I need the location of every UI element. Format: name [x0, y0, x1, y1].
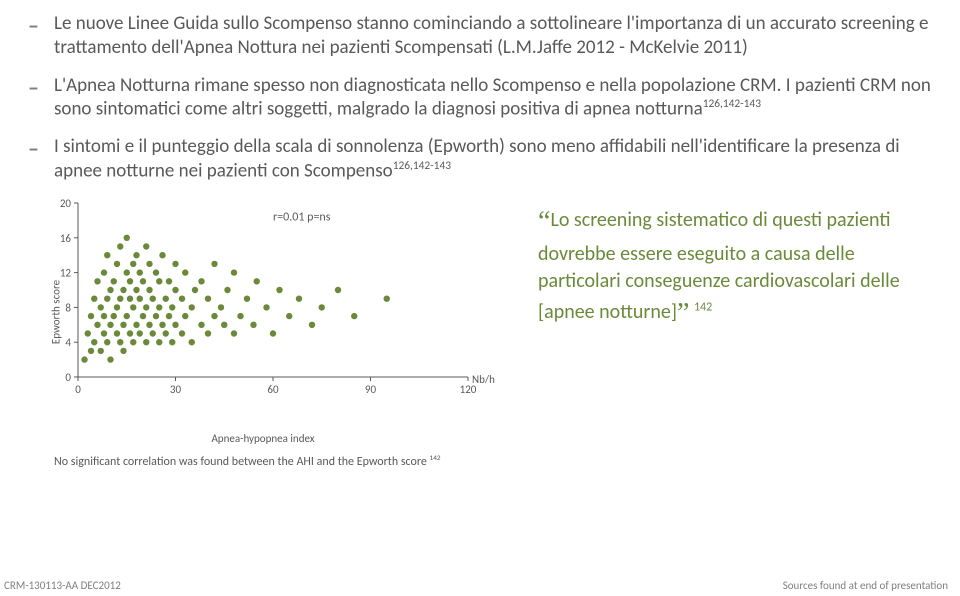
- caption-text: No significant correlation was found bet…: [54, 455, 430, 469]
- bullet-list: Le nuove Linee Guida sullo Scompenso sta…: [28, 12, 932, 183]
- bullet-text: Le nuove Linee Guida sullo Scompenso sta…: [54, 12, 928, 59]
- svg-text:20: 20: [60, 197, 72, 210]
- chart-caption: No significant correlation was found bet…: [54, 453, 518, 469]
- citation-sup: 126,142-143: [393, 159, 451, 173]
- bullet-text: I sintomi e il punteggio della scala di …: [54, 135, 900, 182]
- caption-sup: 142: [430, 453, 441, 462]
- quote-block: “Lo screening sistematico di questi pazi…: [538, 203, 932, 333]
- scatter-svg: 0481216200306090120Nb/hr=0.01 p=ns: [54, 197, 474, 397]
- citation-sup: 126,142-143: [703, 97, 761, 111]
- close-quote-icon: ”: [677, 298, 689, 329]
- scatter-chart: Epworth score 0481216200306090120Nb/hr=0…: [28, 197, 518, 469]
- svg-text:4: 4: [65, 336, 71, 349]
- svg-text:12: 12: [60, 267, 72, 280]
- bullet-item: Le nuove Linee Guida sullo Scompenso sta…: [28, 12, 932, 60]
- svg-text:r=0.01 p=ns: r=0.01 p=ns: [273, 211, 331, 225]
- x-axis-label: Apnea-hypopnea index: [211, 432, 314, 445]
- svg-text:0: 0: [75, 383, 81, 396]
- bullet-item: I sintomi e il punteggio della scala di …: [28, 135, 932, 183]
- bullet-text: L'Apnea Notturna rimane spesso non diagn…: [54, 74, 931, 121]
- footer-right: Sources found at end of presentation: [783, 579, 948, 592]
- svg-text:Nb/h: Nb/h: [472, 373, 495, 386]
- svg-text:90: 90: [365, 383, 377, 396]
- bullet-item: L'Apnea Notturna rimane spesso non diagn…: [28, 74, 932, 122]
- quote-sup: 142: [694, 300, 712, 314]
- footer-left: CRM-130113-AA DEC2012: [4, 579, 121, 592]
- svg-text:60: 60: [267, 383, 279, 396]
- svg-text:8: 8: [65, 302, 71, 315]
- svg-text:30: 30: [170, 383, 182, 396]
- svg-text:16: 16: [60, 232, 72, 245]
- svg-text:0: 0: [65, 371, 71, 384]
- quote-text: Lo screening sistematico di questi pazie…: [538, 208, 900, 324]
- open-quote-icon: “: [538, 206, 550, 237]
